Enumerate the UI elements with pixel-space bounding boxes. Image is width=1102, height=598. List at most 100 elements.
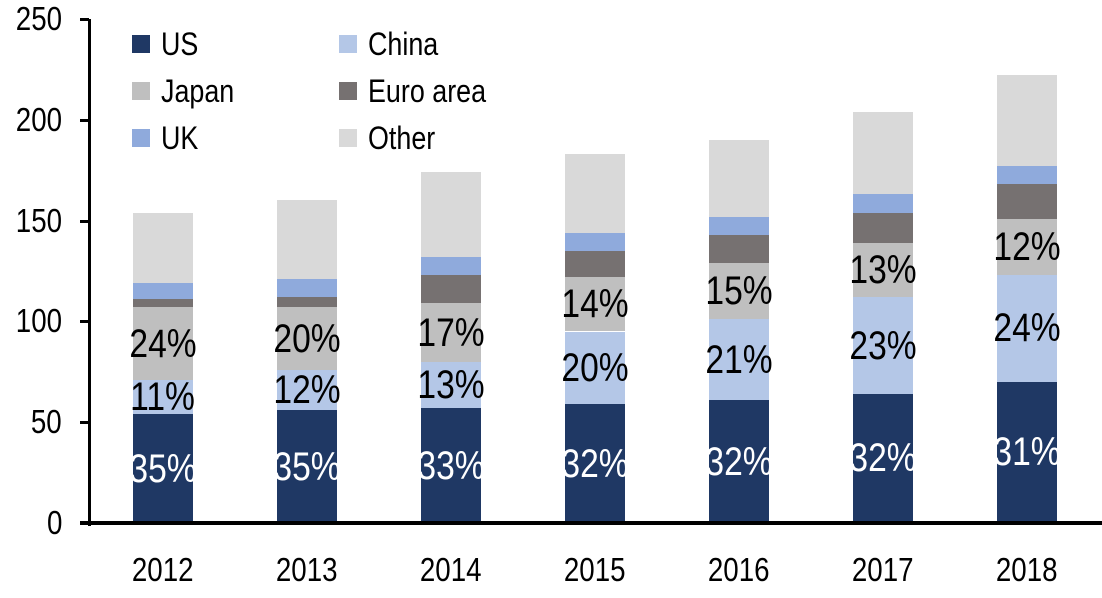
x-axis-label-2018: 2018 <box>967 552 1087 588</box>
x-axis-line <box>80 521 1102 525</box>
legend-item-uk: UK <box>132 114 339 161</box>
data-label-japan-2018: 12% <box>993 224 1061 269</box>
legend-swatch-us <box>132 34 150 53</box>
legend-swatch-euro-area <box>339 81 357 100</box>
legend-label-china: China <box>368 25 439 62</box>
y-axis-tick-100 <box>80 320 89 324</box>
bar-2012: 35% 11% 24% <box>129 212 197 523</box>
x-axis-label-text: 2018 <box>996 551 1058 588</box>
x-axis-label-text: 2012 <box>132 551 194 588</box>
bar-segment-euro-area-2012 <box>133 299 193 308</box>
x-axis-label-text: 2014 <box>420 551 482 588</box>
legend-label-us: US <box>161 25 199 62</box>
bar-segment-uk-2013 <box>277 279 337 298</box>
data-label-japan-2014: 17% <box>417 310 485 355</box>
bar-2013: 35% 12% 20% <box>273 200 341 523</box>
bar-segment-euro-area-2017 <box>853 212 913 243</box>
data-label-china-2012: 11% <box>130 375 196 420</box>
bar-segment-us-2015: 32% <box>561 404 629 523</box>
y-axis-label: 250 <box>0 1 62 37</box>
bar-segment-japan-2016: 15% <box>705 262 773 320</box>
data-label-china-2015: 20% <box>561 345 629 390</box>
y-axis-label-text: 0 <box>46 504 62 541</box>
data-label-japan-2012: 24% <box>129 321 197 366</box>
bar-segment-us-2018: 31% <box>993 381 1061 523</box>
bar-segment-uk-2016 <box>709 216 769 235</box>
bar-2016: 32% 21% 15% <box>705 139 773 523</box>
bar-segment-other-2016 <box>709 139 769 217</box>
bar-segment-other-2017 <box>853 111 913 195</box>
x-axis-label-2012: 2012 <box>103 552 223 588</box>
bar-segment-other-2013 <box>277 200 337 280</box>
bar-segment-china-2017: 23% <box>849 297 917 394</box>
y-axis-label-text: 50 <box>31 403 62 441</box>
bar-segment-euro-area-2015 <box>565 250 625 278</box>
bar-segment-china-2013: 12% <box>273 369 341 411</box>
data-label-japan-2013: 20% <box>273 316 341 361</box>
bar-segment-japan-2018: 12% <box>993 218 1061 276</box>
bar-segment-us-2017: 32% <box>849 393 917 523</box>
bar-segment-china-2012: 11% <box>130 375 196 420</box>
y-axis-label: 50 <box>0 404 62 440</box>
data-label-china-2017: 23% <box>849 323 917 368</box>
bar-segment-japan-2012: 24% <box>129 307 197 380</box>
legend: US China Japan Euro area UK Other <box>132 20 509 161</box>
bar-segment-us-2014: 33% <box>417 408 485 523</box>
x-axis-label-2013: 2013 <box>247 552 367 588</box>
legend-swatch-uk <box>132 128 150 147</box>
bar-segment-japan-2013: 20% <box>273 307 341 370</box>
bar-segment-china-2015: 20% <box>561 331 629 405</box>
bar-segment-other-2018 <box>997 75 1057 167</box>
legend-label-uk: UK <box>161 119 199 156</box>
legend-label-other: Other <box>368 119 436 156</box>
data-label-china-2013: 12% <box>273 367 341 412</box>
data-label-us-2014: 33% <box>417 443 485 488</box>
y-axis-label-text: 200 <box>15 100 62 138</box>
legend-item-euro-area: Euro area <box>339 67 509 114</box>
bar-2014: 33% 13% 17% <box>417 172 485 523</box>
bar-segment-japan-2014: 17% <box>417 303 485 362</box>
bar-segment-us-2013: 35% <box>273 410 341 523</box>
legend-item-us: US <box>132 20 339 67</box>
y-axis-tick-250 <box>80 18 89 21</box>
y-axis-line <box>88 19 91 526</box>
x-axis-label-2017: 2017 <box>823 552 943 588</box>
legend-label-euro-area: Euro area <box>368 72 487 109</box>
data-label-china-2018: 24% <box>993 306 1061 351</box>
bar-2015: 32% 20% 14% <box>561 154 629 523</box>
data-label-us-2017: 32% <box>849 436 917 481</box>
data-label-japan-2016: 15% <box>705 269 773 314</box>
bar-2018: 31% 24% 12% <box>993 75 1061 523</box>
bar-segment-japan-2017: 13% <box>849 242 917 298</box>
data-label-us-2012: 35% <box>129 446 197 491</box>
y-axis-label: 100 <box>0 303 62 339</box>
legend-swatch-china <box>339 34 357 53</box>
y-axis-label: 200 <box>0 100 62 138</box>
data-label-us-2018: 31% <box>993 430 1061 475</box>
x-axis-label-text: 2015 <box>564 551 626 588</box>
data-label-japan-2017: 13% <box>849 248 917 292</box>
bar-segment-other-2014 <box>421 172 481 257</box>
y-axis-label-text: 250 <box>15 0 62 37</box>
bar-segment-uk-2015 <box>565 232 625 251</box>
y-axis-tick-50 <box>80 421 89 425</box>
y-axis-label: 150 <box>0 201 62 239</box>
data-label-china-2014: 13% <box>417 362 485 407</box>
data-label-china-2016: 21% <box>705 337 773 382</box>
legend-swatch-other <box>339 128 357 147</box>
y-axis-label-text: 150 <box>15 201 62 239</box>
x-axis-label-2015: 2015 <box>535 552 655 588</box>
data-label-us-2015: 32% <box>561 441 629 486</box>
x-axis-label-text: 2013 <box>276 551 338 588</box>
x-axis-label-2014: 2014 <box>391 552 511 588</box>
bar-segment-euro-area-2018 <box>997 184 1057 219</box>
bar-segment-uk-2014 <box>421 256 481 276</box>
x-axis-label-2016: 2016 <box>679 552 799 588</box>
legend-item-other: Other <box>339 114 509 161</box>
bar-segment-euro-area-2016 <box>709 234 769 263</box>
bar-segment-other-2012 <box>133 212 193 284</box>
bar-segment-us-2012: 35% <box>129 414 197 523</box>
bar-segment-uk-2012 <box>133 283 193 300</box>
y-axis-label-text: 100 <box>15 302 62 340</box>
